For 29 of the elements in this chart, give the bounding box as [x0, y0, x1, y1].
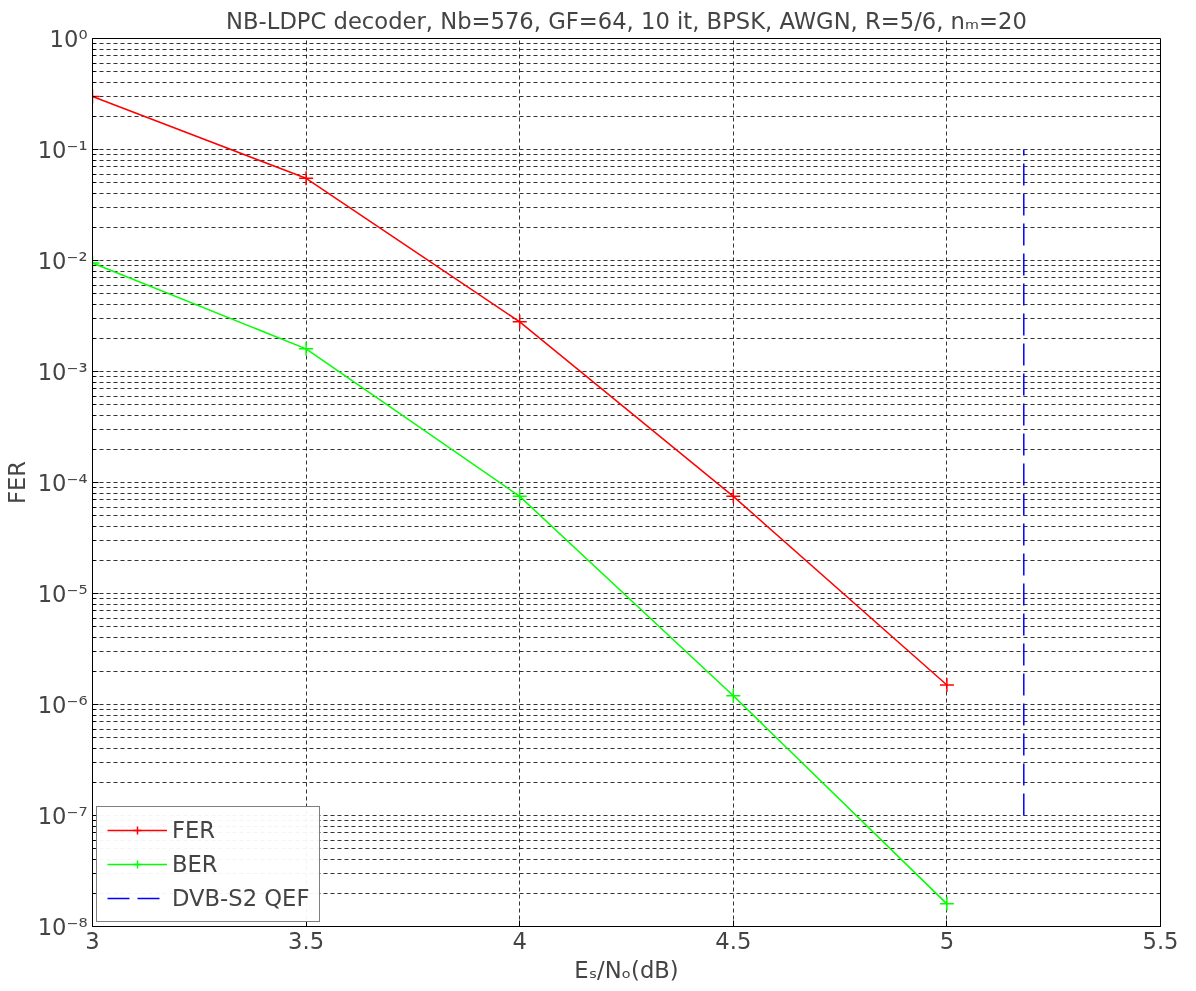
- chart-title: NB-LDPC decoder, Nb=576, GF=64, 10 it, BPSK, AWGN, R=5/6, nₘ=20: [226, 7, 1027, 34]
- y-tick-label: 10⁻⁶: [37, 691, 88, 718]
- x-axis-title: Eₛ/Nₒ(dB): [574, 956, 679, 983]
- legend-label: DVB-S2 QEF: [172, 885, 310, 911]
- x-tick-label: 5: [939, 927, 955, 954]
- point: [298, 341, 314, 357]
- y-tick-label: 10⁻⁷: [37, 802, 88, 829]
- x-tick-label: 4.5: [715, 927, 752, 954]
- y-tick-label: 10⁻⁸: [37, 913, 88, 940]
- y-tick-label: 10⁻²: [37, 247, 88, 274]
- point: [725, 687, 742, 704]
- x-tick-label: 4: [512, 927, 527, 954]
- point: [298, 170, 314, 187]
- legend-label: FER: [172, 817, 216, 843]
- point: [939, 677, 955, 693]
- point: [725, 488, 742, 505]
- legend-label: BER: [172, 851, 218, 877]
- y-tick-label: 10⁻¹: [37, 136, 88, 163]
- x-tick-label: 5.5: [1142, 927, 1179, 954]
- x-tick-label: 3.5: [288, 927, 325, 954]
- y-tick-label: 10⁻³: [37, 358, 88, 385]
- y-tick-label: 10⁰: [49, 25, 88, 52]
- x-tick-label: 3: [85, 927, 100, 954]
- point: [511, 488, 528, 505]
- y-tick-label: 10⁻⁵: [37, 580, 88, 607]
- y-tick-label: 10⁻⁴: [37, 469, 88, 496]
- y-axis-title: FER: [3, 460, 30, 505]
- point: [511, 314, 528, 330]
- point: [939, 896, 955, 912]
